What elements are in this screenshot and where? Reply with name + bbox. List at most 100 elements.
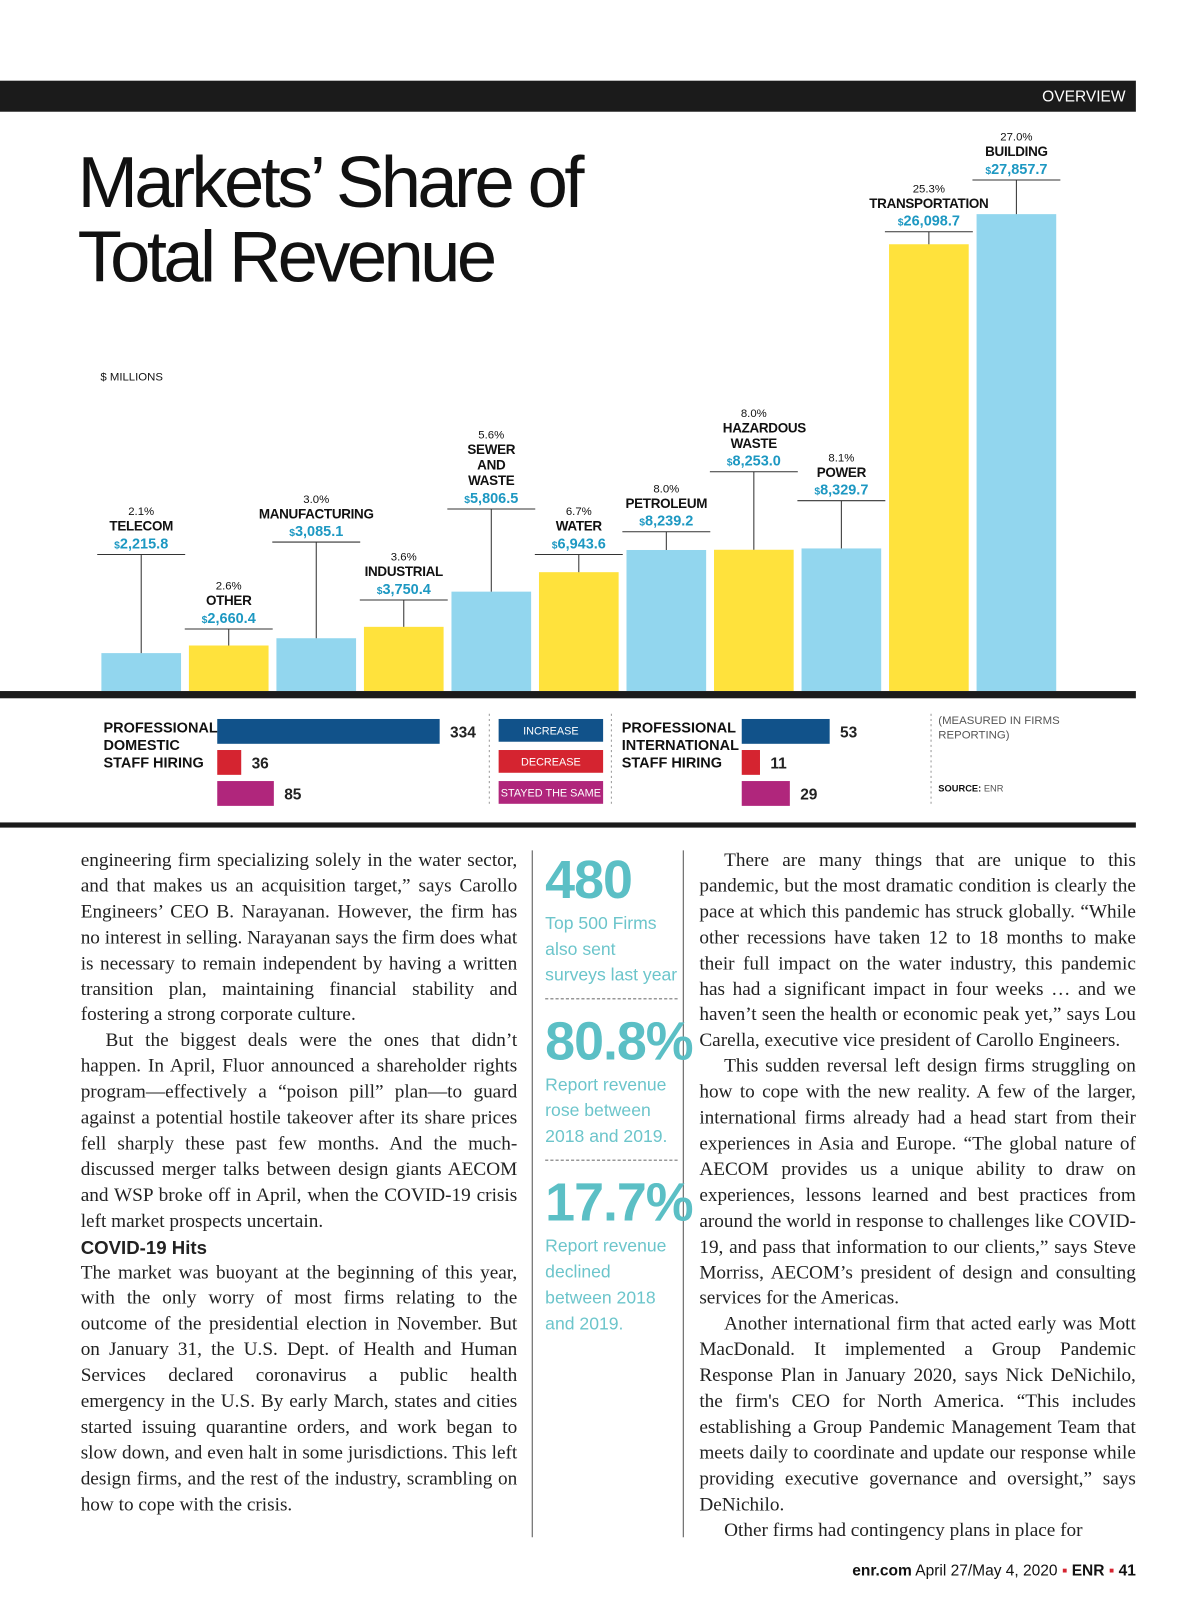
footer-site: enr.com [852, 1562, 912, 1580]
bar [363, 626, 444, 692]
value-label: $2,215.8 [114, 534, 169, 551]
footer: enr.com April 27/May 4, 2020 ▪ ENR ▪ 41 [852, 1562, 1136, 1580]
bar-label: 3.0% MANUFACTURING $3,085.1 [254, 493, 378, 539]
right-column: There are many things that are unique to… [699, 848, 1136, 1544]
bar-label: 5.6% SEWER AND WASTE $5,806.5 [429, 429, 553, 506]
category-label: OTHER [205, 592, 252, 608]
bar [101, 653, 182, 692]
chart: 334 36 85 53 11 29 INCREASE DECREASE STAYED THE … [0, 179, 1136, 828]
share-label: 8.0% [653, 483, 680, 496]
legend-label: DECREASE [521, 757, 581, 769]
subheading: COVID-19 Hits [80, 1236, 207, 1258]
column-rule [682, 850, 684, 1538]
value-label: $2,660.4 [201, 608, 256, 626]
bar-label: 8.1% POWER $8,329.7 [779, 452, 903, 498]
note: (MEASURED IN FIRMS REPORTING) [938, 714, 1060, 742]
source-label: SOURCE: [938, 783, 982, 794]
legend-label: STAYED THE SAME [501, 788, 601, 800]
value-label: $3,085.1 [289, 521, 344, 539]
hiring-bar [217, 718, 440, 744]
paragraph: The market was buoyant at the beginning … [80, 1261, 518, 1516]
category-label: POWER [816, 464, 867, 480]
bottom-rule [0, 822, 1136, 828]
hiring-value: 36 [252, 756, 270, 773]
hiring-value: 11 [770, 756, 787, 773]
category-label: SEWER AND WASTE [467, 441, 516, 488]
hiring-bar [217, 781, 274, 806]
value-label: $8,329.7 [814, 480, 869, 498]
bar [976, 214, 1057, 692]
share-label: 3.0% [303, 493, 330, 506]
chart-title: Markets’ Share of Total Revenue [77, 141, 585, 297]
legend-label: INCREASE [523, 725, 579, 737]
hiring-value: 53 [840, 725, 858, 742]
separator [545, 1159, 678, 1161]
stat-text: Report revenue rose between 2018 and 201… [545, 1074, 668, 1147]
value-label: $6,943.6 [551, 534, 606, 551]
bullet: ▪ [1061, 1562, 1068, 1580]
bullet: ▪ [1108, 1562, 1115, 1580]
bar-label: 8.0% PETROLEUM $8,239.2 [604, 483, 728, 529]
bar [451, 591, 532, 692]
value-label: $3,750.4 [376, 579, 431, 597]
bar-label: 2.1% TELECOM $2,215.8 [79, 506, 203, 552]
paragraph: Other firms had contingency plans in pla… [724, 1519, 1083, 1541]
section-label: OVERVIEW [1042, 87, 1126, 106]
hiring-bar [741, 781, 790, 806]
baseline-rule [0, 691, 1136, 699]
value-label: $5,806.5 [464, 488, 519, 506]
bar-label: 3.6% INDUSTRIAL $3,750.4 [342, 551, 466, 597]
value-label: $27,857.7 [985, 159, 1048, 177]
category-label: INDUSTRIAL [364, 563, 444, 579]
legend-swatch [498, 718, 604, 742]
stat: 17.7% [545, 1173, 693, 1234]
share-label: 25.3% [912, 183, 945, 196]
share-label: 8.0% [740, 407, 767, 420]
footer-page: 41 [1118, 1562, 1136, 1580]
category-label: TELECOM [109, 517, 173, 534]
bar [188, 645, 269, 692]
legend-swatch [498, 781, 604, 804]
bar-label: 8.0% HAZARDOUS WASTE $8,253.0 [692, 408, 816, 469]
source-name: ENR [983, 783, 1004, 794]
left-column: engineering firm specializing solely in … [81, 848, 518, 1518]
share-label: 6.7% [565, 505, 592, 519]
hiring-bar [217, 750, 242, 775]
share-label: 8.1% [828, 451, 855, 465]
bar-label: 27.0% BUILDING $27,857.7 [954, 131, 1078, 177]
bar [626, 549, 707, 692]
bar [538, 572, 619, 692]
panel-label: PROFESSIONAL INTERNATIONAL STAFF HIRING [621, 718, 739, 771]
hiring-value: 29 [800, 787, 818, 804]
bar-label: 2.6% OTHER $2,660.4 [167, 580, 291, 626]
header-bar [0, 80, 1136, 112]
stat: 80.8% [545, 1011, 693, 1072]
bar-label: 6.7% WATER $6,943.6 [517, 506, 641, 552]
panel-label: PROFESSIONAL DOMESTIC STAFF HIRING [103, 718, 218, 771]
value-label: $8,239.2 [639, 511, 694, 529]
stat-text: Top 500 Firms also sent surveys last yea… [545, 913, 678, 985]
hiring-bar [741, 718, 830, 744]
bar [276, 638, 357, 692]
share-label: 27.0% [1000, 131, 1033, 144]
category-label: MANUFACTURING [258, 505, 374, 521]
bar [889, 244, 969, 692]
share-label: 2.1% [128, 505, 155, 519]
category-label: WATER [555, 517, 602, 534]
hiring-bar [741, 750, 760, 775]
source: SOURCE: ENR [938, 783, 1003, 793]
bar [801, 548, 882, 692]
share-label: 2.6% [215, 580, 242, 593]
hiring-value: 85 [284, 787, 302, 804]
share-label: 5.6% [478, 429, 505, 442]
share-label: 3.6% [390, 551, 417, 564]
paragraph: But the biggest deals were the ones that… [80, 1029, 518, 1232]
category-label: PETROLEUM [625, 495, 708, 511]
sidebar: 480 Top 500 Firms also sent surveys last… [545, 850, 694, 1336]
unit-label: $ MILLIONS [100, 371, 163, 384]
paragraph: Another international firm that acted ea… [699, 1313, 1136, 1516]
hiring-value: 334 [450, 725, 476, 742]
paragraph: This sudden reversal left design firms s… [699, 1055, 1136, 1310]
